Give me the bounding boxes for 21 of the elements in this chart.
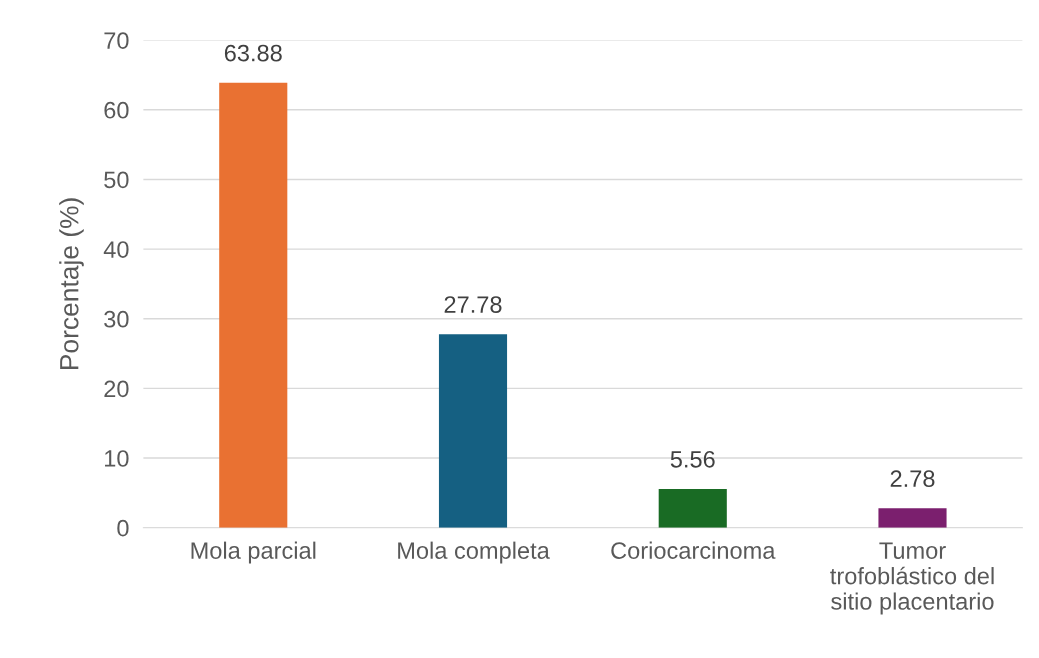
y-tick-label: 50 bbox=[104, 171, 129, 189]
y-tick-label: 70 bbox=[104, 32, 129, 49]
bar bbox=[878, 508, 947, 528]
y-tick-label: 60 bbox=[104, 101, 129, 119]
bar bbox=[658, 488, 727, 528]
y-axis-title: Porcentaje (%) bbox=[59, 198, 84, 370]
y-tick-label: 0 bbox=[117, 519, 129, 537]
data-label: 63.88 bbox=[224, 44, 282, 62]
bar bbox=[219, 82, 288, 528]
y-tick-label: 40 bbox=[103, 241, 129, 258]
bar bbox=[438, 334, 508, 528]
x-tick-label: Coriocarcinoma bbox=[611, 541, 776, 559]
x-tick-label: Mola completa bbox=[398, 541, 550, 564]
y-tick-label: 30 bbox=[104, 310, 129, 328]
data-label: 27.78 bbox=[444, 296, 502, 313]
y-tick-label: 20 bbox=[104, 380, 129, 398]
x-tick-label: Tumor trofoblástico del sitio placentario bbox=[830, 542, 994, 615]
y-tick-label: 10 bbox=[105, 450, 129, 467]
data-label: 5.56 bbox=[670, 450, 715, 468]
data-label: 2.78 bbox=[890, 470, 935, 488]
x-tick-label: Mola parcial bbox=[191, 541, 316, 564]
